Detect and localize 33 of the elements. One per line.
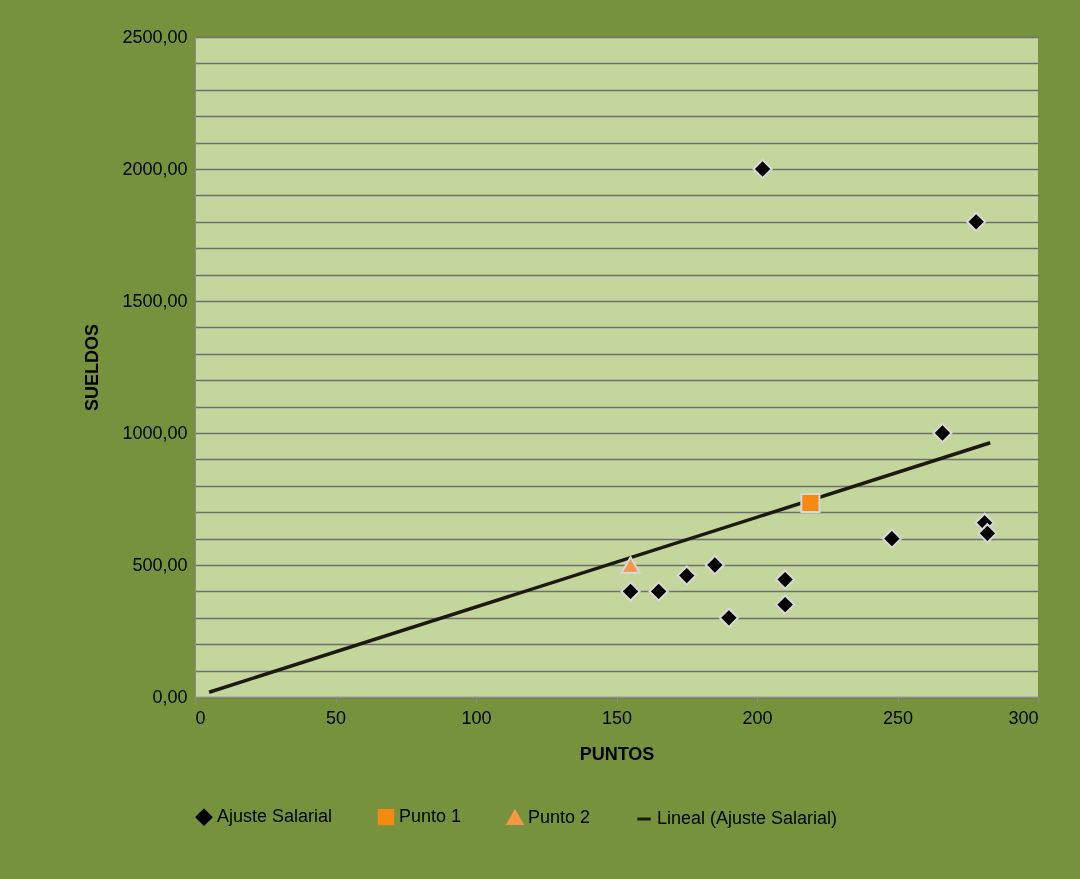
y-tick-label: 1500,00	[122, 290, 188, 311]
legend-label: Ajuste Salarial	[217, 806, 333, 827]
x-tick-label: 300	[1008, 707, 1039, 728]
point	[620, 581, 641, 602]
point	[977, 523, 998, 544]
y-tick-label: 2500,00	[122, 26, 188, 47]
y-axis-title: SUELDOS	[82, 323, 103, 412]
point	[881, 528, 902, 549]
x-tick-label: 50	[325, 707, 347, 728]
point	[966, 211, 987, 232]
point	[775, 594, 796, 615]
point	[648, 581, 669, 602]
y-tick-label: 1000,00	[122, 422, 188, 443]
point	[676, 565, 697, 586]
x-tick-label: 250	[882, 707, 914, 728]
legend-label: Punto 2	[528, 806, 591, 827]
y-tick-label: 2000,00	[122, 158, 188, 179]
legend-label: Lineal (Ajuste Salarial)	[657, 808, 838, 828]
point	[775, 569, 796, 590]
x-tick-label: 100	[461, 707, 492, 728]
x-tick-label: 200	[742, 707, 773, 728]
y-tick-label: 500,00	[132, 554, 188, 575]
point	[752, 158, 773, 180]
point	[800, 492, 821, 514]
point	[718, 607, 739, 628]
x-tick-label: 150	[601, 707, 633, 728]
point	[620, 556, 641, 574]
x-axis-title: PUNTOS	[579, 743, 655, 764]
point	[704, 554, 725, 576]
legend-label: Punto 1	[399, 806, 462, 827]
x-tick-label: 0	[195, 707, 206, 728]
point	[932, 422, 953, 444]
y-tick-label: 0,00	[152, 686, 188, 707]
